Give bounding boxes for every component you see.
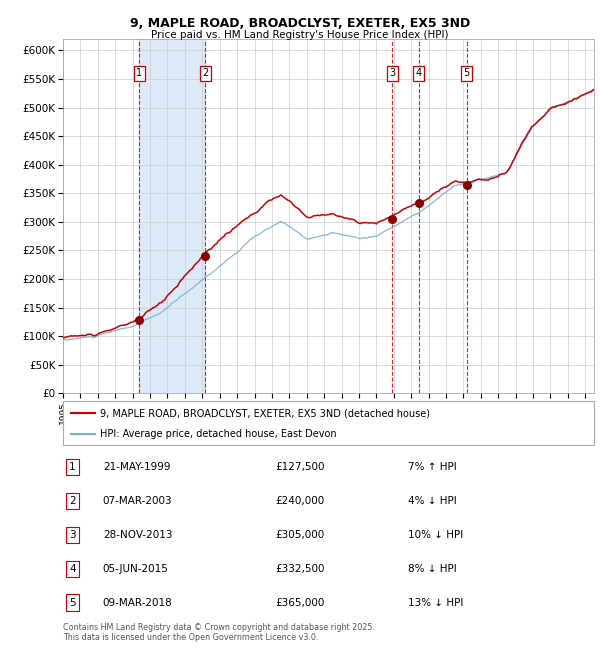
Text: Contains HM Land Registry data © Crown copyright and database right 2025.
This d: Contains HM Land Registry data © Crown c…: [63, 623, 375, 642]
Text: £127,500: £127,500: [275, 462, 325, 473]
Text: 2: 2: [69, 496, 76, 506]
Text: 1: 1: [136, 68, 142, 78]
Text: 09-MAR-2018: 09-MAR-2018: [103, 597, 173, 608]
Text: 4% ↓ HPI: 4% ↓ HPI: [408, 496, 457, 506]
Text: 3: 3: [389, 68, 395, 78]
Text: £305,000: £305,000: [275, 530, 325, 540]
Text: 7% ↑ HPI: 7% ↑ HPI: [408, 462, 457, 473]
Text: 5: 5: [463, 68, 470, 78]
Text: 4: 4: [69, 564, 76, 574]
Text: £365,000: £365,000: [275, 597, 325, 608]
Text: £332,500: £332,500: [275, 564, 325, 574]
Text: 10% ↓ HPI: 10% ↓ HPI: [408, 530, 463, 540]
Text: 3: 3: [69, 530, 76, 540]
Text: 4: 4: [416, 68, 422, 78]
Text: 1: 1: [69, 462, 76, 473]
FancyBboxPatch shape: [63, 401, 594, 445]
Text: HPI: Average price, detached house, East Devon: HPI: Average price, detached house, East…: [100, 429, 337, 439]
Text: 28-NOV-2013: 28-NOV-2013: [103, 530, 172, 540]
Text: 21-MAY-1999: 21-MAY-1999: [103, 462, 170, 473]
Text: 05-JUN-2015: 05-JUN-2015: [103, 564, 169, 574]
Text: 9, MAPLE ROAD, BROADCLYST, EXETER, EX5 3ND: 9, MAPLE ROAD, BROADCLYST, EXETER, EX5 3…: [130, 17, 470, 30]
Text: 13% ↓ HPI: 13% ↓ HPI: [408, 597, 464, 608]
Bar: [139, 39, 205, 393]
Text: 5: 5: [69, 597, 76, 608]
Text: 07-MAR-2003: 07-MAR-2003: [103, 496, 172, 506]
Text: Price paid vs. HM Land Registry's House Price Index (HPI): Price paid vs. HM Land Registry's House …: [151, 30, 449, 40]
Text: £240,000: £240,000: [275, 496, 325, 506]
Text: 9, MAPLE ROAD, BROADCLYST, EXETER, EX5 3ND (detached house): 9, MAPLE ROAD, BROADCLYST, EXETER, EX5 3…: [100, 408, 430, 419]
Text: 2: 2: [202, 68, 209, 78]
Text: 8% ↓ HPI: 8% ↓ HPI: [408, 564, 457, 574]
